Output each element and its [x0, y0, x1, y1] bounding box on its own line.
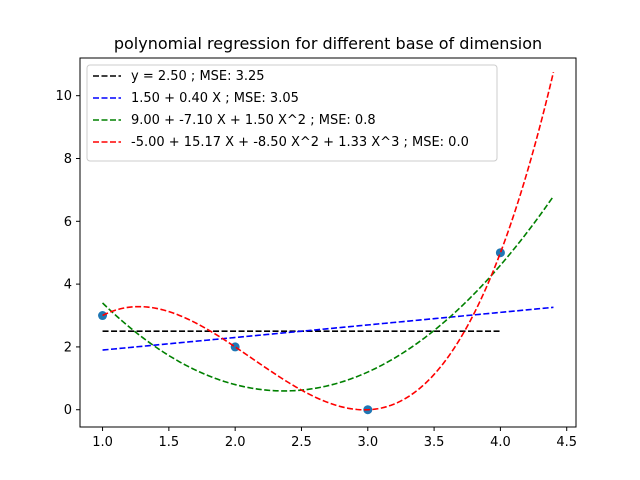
- x-tick-label: 1.5: [159, 435, 180, 450]
- plot-area: [98, 71, 555, 415]
- series-line-1: [102, 306, 554, 351]
- axes-frame: [79, 57, 577, 428]
- data-point: [230, 342, 240, 352]
- y-tick-label: 4: [64, 278, 72, 293]
- legend-box: [86, 64, 498, 162]
- x-tick-label: 4.5: [556, 435, 577, 450]
- x-axis: 1.0 1.5 2.0 2.5 3.0 3.5 4.0 4.5: [92, 427, 577, 450]
- legend: y = 2.50 ; MSE: 3.25 1.50 + 0.40 X ; MSE:…: [86, 64, 498, 162]
- series-line-2: [101, 195, 555, 392]
- legend-label: 1.50 + 0.40 X ; MSE: 3.05: [131, 91, 299, 106]
- y-axis: 0 2 4 6 8 10: [55, 89, 80, 418]
- series-line-3: [102, 71, 555, 411]
- legend-label: -5.00 + 15.17 X + -8.50 X^2 + 1.33 X^3 ;…: [131, 135, 469, 150]
- x-tick-label: 3.5: [424, 435, 445, 450]
- x-tick-label: 1.0: [92, 435, 113, 450]
- y-tick-label: 2: [64, 340, 72, 355]
- y-tick-label: 10: [55, 89, 72, 104]
- x-tick-label: 4.0: [490, 435, 511, 450]
- x-tick-label: 2.5: [291, 435, 312, 450]
- chart-title: polynomial regression for different base…: [114, 34, 542, 53]
- legend-label: y = 2.50 ; MSE: 3.25: [131, 69, 265, 84]
- y-tick-label: 8: [64, 152, 72, 167]
- data-point: [495, 248, 505, 258]
- y-tick-label: 6: [64, 215, 72, 230]
- legend-label: 9.00 + -7.10 X + 1.50 X^2 ; MSE: 0.8: [131, 113, 376, 128]
- data-point: [98, 311, 108, 321]
- y-tick-label: 0: [64, 403, 72, 418]
- x-tick-label: 2.0: [225, 435, 246, 450]
- x-tick-label: 3.0: [357, 435, 378, 450]
